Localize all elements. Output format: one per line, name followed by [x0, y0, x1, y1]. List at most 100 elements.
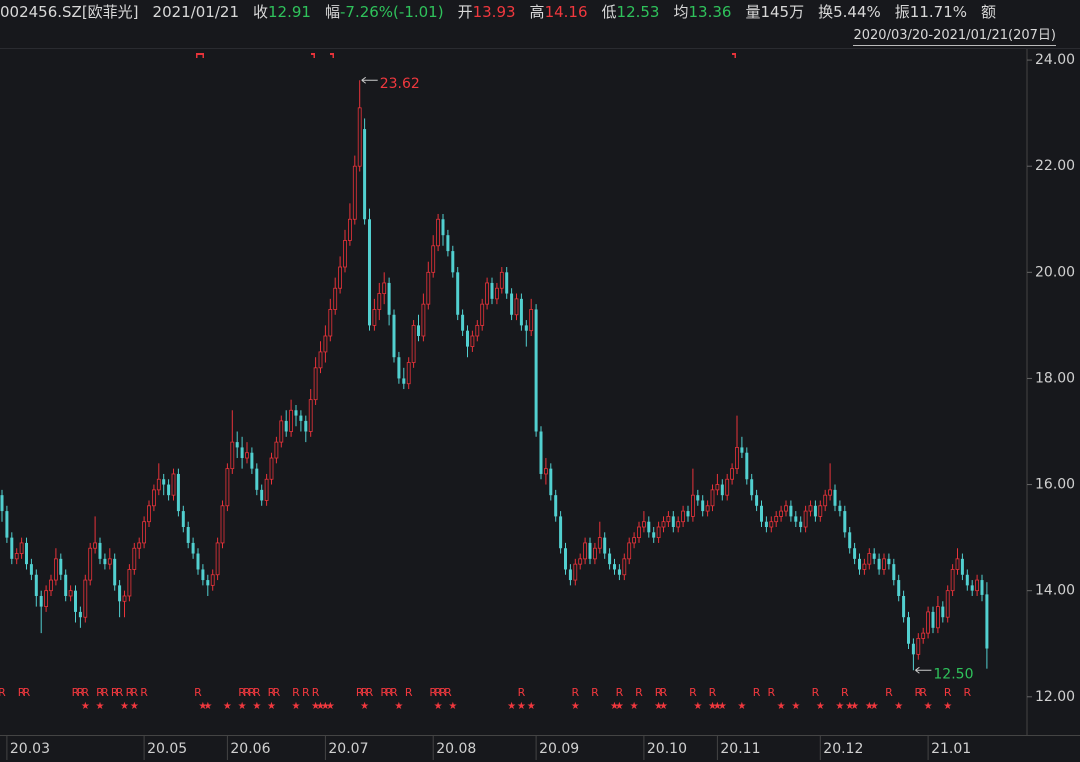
candle-body: [456, 272, 460, 315]
stock-code: 002456.SZ[欧菲光]: [0, 3, 139, 21]
candle-body: [352, 165, 357, 220]
flag: [196, 53, 204, 55]
candle-body: [892, 564, 896, 581]
signal-marker: R: [238, 686, 246, 699]
signal-marker: R: [130, 686, 138, 699]
signal-marker: R: [616, 686, 624, 699]
stat-value: 14.16: [544, 3, 588, 21]
candle-body: [411, 324, 416, 363]
candle-body: [897, 580, 901, 596]
signal-marker: R: [709, 686, 717, 699]
candle-body: [760, 505, 763, 522]
candle-body: [181, 511, 185, 528]
flag: [732, 53, 736, 55]
candle-body: [113, 558, 117, 586]
candle-body: [34, 574, 38, 596]
flag: [734, 53, 736, 58]
candle-body: [220, 505, 225, 544]
signal-marker: ★: [203, 701, 212, 712]
signal-marker: ★: [321, 701, 330, 712]
candle-body: [485, 282, 490, 305]
y-tick-label: 24.00: [1035, 52, 1075, 68]
stat-value: 13.93: [472, 3, 516, 21]
signal-marker: ★: [693, 701, 702, 712]
signal-marker: R: [885, 686, 893, 699]
candle-body: [544, 468, 548, 475]
candle-body: [750, 479, 754, 496]
candle-body: [735, 447, 739, 470]
stat-label: 振: [894, 3, 910, 21]
candle-body: [950, 569, 955, 592]
signal-marker: ★: [630, 701, 639, 712]
candle-body: [25, 542, 28, 565]
y-tick-label: 18.00: [1035, 370, 1075, 386]
candle-body: [323, 335, 328, 353]
candle-body: [559, 516, 563, 549]
signal-marker: ★: [120, 701, 129, 712]
candle-body: [642, 521, 646, 528]
candle-body: [583, 542, 587, 560]
signal-marker: R: [660, 686, 668, 699]
signal-marker: ★: [434, 701, 443, 712]
candle-body: [74, 590, 77, 612]
signal-marker: ★: [777, 701, 786, 712]
x-tick-label: 21.01: [931, 741, 971, 757]
candle-body: [137, 542, 142, 549]
stat-label: 高: [529, 3, 545, 21]
signal-marker: R: [914, 686, 922, 699]
signal-marker: R: [302, 686, 310, 699]
candle-body: [279, 420, 284, 443]
signal-marker: R: [366, 686, 374, 699]
flag: [332, 53, 334, 58]
signal-marker: R: [963, 686, 971, 699]
stat-value: 13.36: [688, 3, 732, 21]
candle-body: [647, 521, 651, 533]
signal-marker: R: [753, 686, 761, 699]
candle-body: [494, 287, 499, 300]
candle-body: [490, 282, 494, 299]
stat-label: 量: [745, 3, 761, 21]
candle-body: [44, 590, 48, 607]
x-tick-label: 20.09: [539, 741, 579, 757]
signal-marker: R: [767, 686, 775, 699]
stat-value: 5.44%: [833, 3, 881, 21]
candle-body: [872, 553, 876, 559]
candle-body: [402, 378, 406, 384]
candle-body: [578, 558, 583, 565]
candle-body: [799, 521, 803, 528]
flag: [330, 53, 334, 55]
candle-body: [397, 357, 401, 379]
candle-body: [93, 542, 97, 549]
signal-marker: R: [812, 686, 820, 699]
candle-body: [313, 367, 318, 401]
signal-marker: ★: [610, 701, 619, 712]
date-range[interactable]: 2020/03/20-2021/01/21(207日): [853, 27, 1056, 46]
candle-body: [162, 479, 166, 485]
candle-body: [499, 271, 504, 289]
candle-body: [921, 632, 926, 639]
stat-label: 开: [457, 3, 473, 21]
signal-marker: ★: [659, 701, 668, 712]
candle-body: [466, 330, 469, 347]
candle-body: [779, 510, 783, 517]
candle-body: [206, 580, 210, 586]
signal-marker: ★: [448, 701, 457, 712]
signal-marker: R: [655, 686, 663, 699]
candle-body: [730, 468, 734, 480]
candle-body: [260, 489, 264, 501]
candle-body: [49, 579, 53, 592]
candle-body: [88, 547, 93, 581]
high-mark-arrow: [361, 76, 378, 84]
candle-body: [926, 611, 930, 634]
stat-label: 收: [253, 3, 269, 21]
candle-body: [701, 500, 705, 512]
candle-body: [122, 595, 127, 602]
signal-marker: ★: [816, 701, 825, 712]
candle-body: [524, 325, 528, 331]
signal-marker: R: [385, 686, 393, 699]
signal-marker: R: [434, 686, 442, 699]
candle-body: [931, 611, 935, 628]
candle-body: [156, 478, 161, 491]
candle-body: [803, 510, 808, 528]
